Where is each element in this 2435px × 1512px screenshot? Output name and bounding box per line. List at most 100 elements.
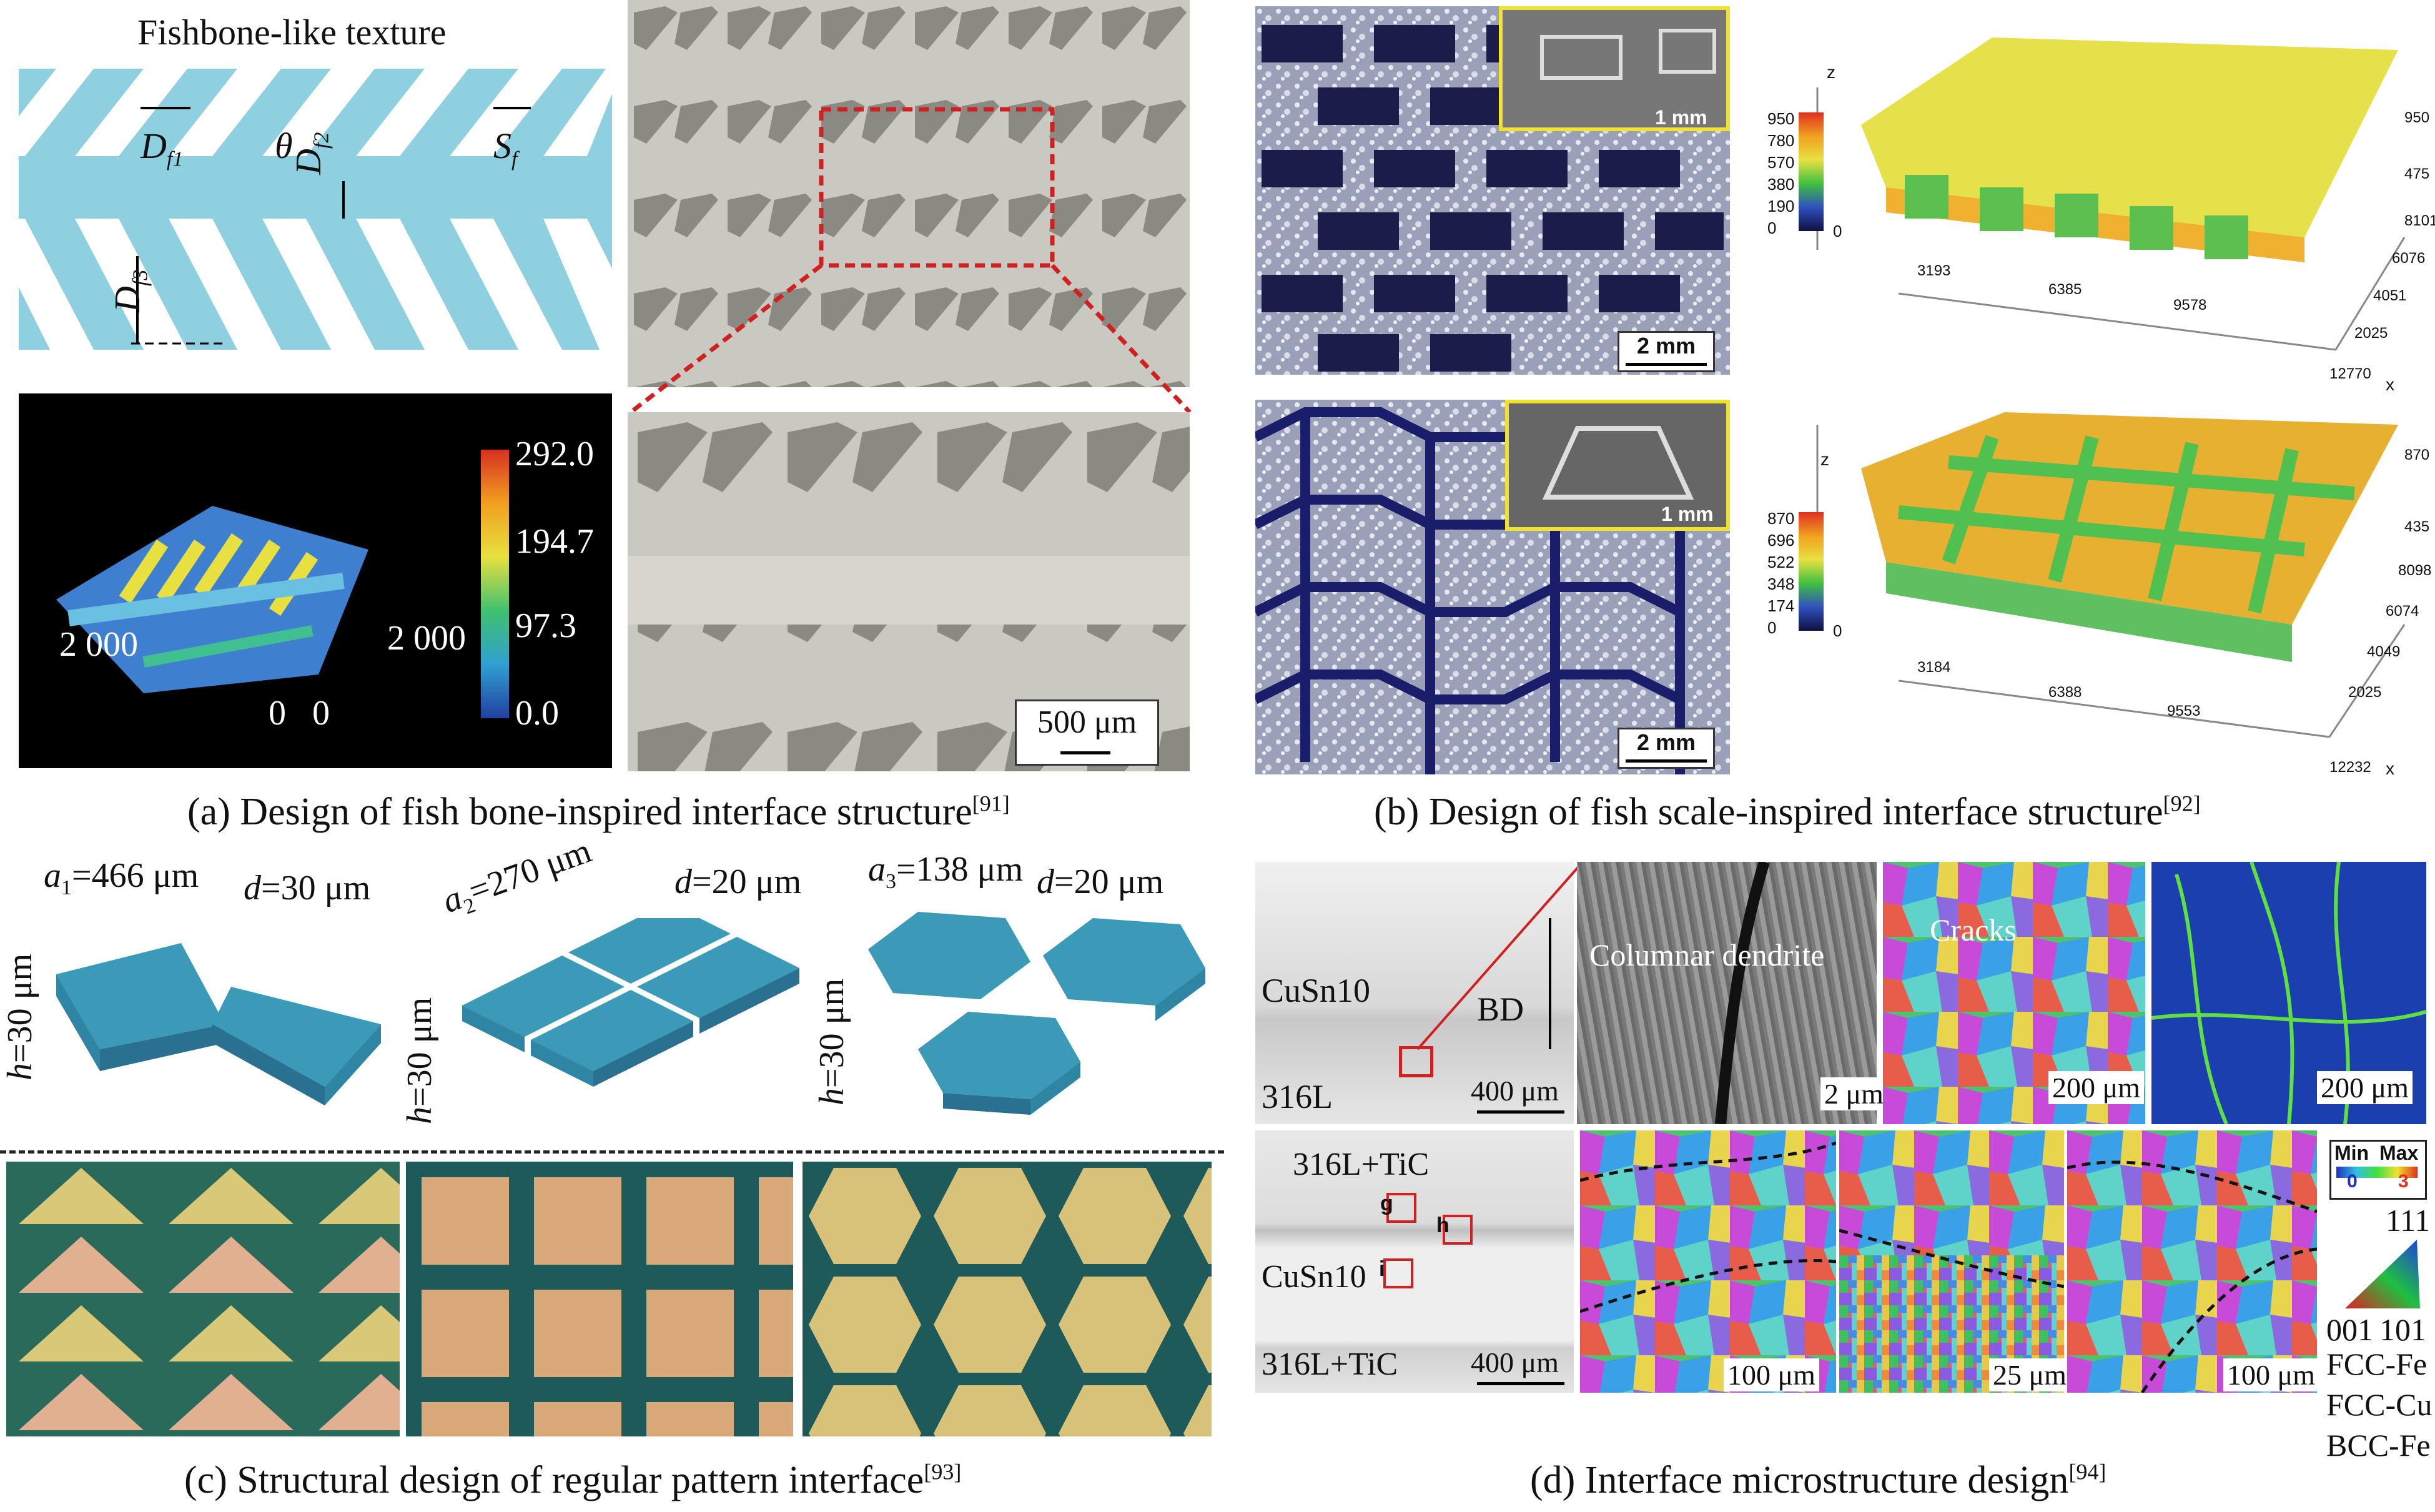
- om-bot-cusn10: CuSn10: [1262, 1259, 1366, 1295]
- dim-sf: Sf: [493, 126, 518, 171]
- axis-zero-2: 0: [312, 694, 330, 733]
- phase-bcc-fe: BCC-Fe: [2326, 1428, 2431, 1463]
- fishbone-schematic: [19, 69, 612, 350]
- cb-top-zero: 0: [1833, 222, 1842, 240]
- fishbone-3d-profile: 292.0 194.7 97.3 0.0 2 000 2 000 0 0: [19, 393, 612, 768]
- cb-tick-2: 194.7: [515, 522, 594, 561]
- ipf-101: 101: [2379, 1312, 2426, 1347]
- ebsd-h: [1839, 1130, 2064, 1393]
- cb-top-780: 780: [1767, 131, 1795, 150]
- kam-max: Max: [2379, 1142, 2419, 1164]
- om-bot-316ltic-2: 316L+TiC: [1262, 1346, 1398, 1382]
- zoom-lines: [629, 264, 1192, 414]
- top-ft-1: 3193: [1917, 262, 1951, 279]
- phase-fcc-fe: FCC-Fe: [2326, 1346, 2428, 1381]
- om-top-cusn10: CuSn10: [1262, 972, 1371, 1009]
- cb-bot-0: 0: [1767, 618, 1777, 637]
- kam-legend: [2329, 1140, 2427, 1200]
- block-hexagons: [868, 912, 1205, 1115]
- bot-rt-1: 870: [2404, 447, 2430, 463]
- top-rt-5: 4051: [2373, 287, 2407, 304]
- dim-df1: Df1: [141, 126, 184, 171]
- panel-a: Fishbone-like texture Df1 θ Sf Df2 Df3: [0, 0, 1218, 837]
- sem-bot-scale: 2 mm: [1618, 728, 1715, 769]
- caption-a: (a) Design of fish bone-inspired interfa…: [187, 791, 1010, 833]
- cb-bot-870: 870: [1767, 509, 1795, 528]
- cracks-label: Cracks: [1930, 912, 2017, 947]
- top-rt-4: 6076: [2392, 250, 2426, 267]
- dim-df2: Df2: [288, 132, 333, 175]
- dim-df3: Df3: [107, 269, 152, 312]
- cb-bot-174: 174: [1767, 596, 1795, 615]
- bd-label: BD: [1477, 991, 1524, 1028]
- om-bot: [1255, 1130, 1574, 1393]
- panel-b: 1 mm 2 mm 1 mm 2 mm: [1243, 0, 2435, 837]
- cb-bot-zero: 0: [1833, 621, 1842, 640]
- bot-rt-3: 8098: [2398, 562, 2432, 579]
- om-bot-316ltic-1: 316L+TiC: [1293, 1147, 1430, 1182]
- sq-a-label: a2=270 μm: [437, 831, 596, 921]
- om-zoom-line: [1416, 864, 1581, 1050]
- columnar-label: Columnar dendrite: [1589, 937, 1825, 972]
- top-ft-2: 6385: [2048, 281, 2082, 298]
- ipf-001: 001: [2326, 1312, 2373, 1347]
- bot-rt-4: 6074: [2386, 603, 2419, 620]
- z-top: z: [1827, 62, 1835, 82]
- x-top: x: [2386, 375, 2394, 394]
- ipf-triangle: [2345, 1240, 2420, 1308]
- cb-top-950: 950: [1767, 109, 1795, 128]
- hex-a-label: a3=138 μm: [868, 850, 1024, 894]
- top-rt-2: 475: [2404, 166, 2430, 182]
- cb-top-570: 570: [1767, 153, 1795, 172]
- tri-h-label: h=30 μm: [1, 953, 39, 1080]
- cb-top-190: 190: [1767, 197, 1795, 215]
- dim-theta: θ: [275, 126, 293, 166]
- sem-scale: 2 μm: [1820, 1077, 1887, 1110]
- caption-b: (b) Design of fish scale-inspired interf…: [1374, 791, 2201, 833]
- top-rt-3: 8101: [2404, 212, 2435, 229]
- bot-rt-5: 4049: [2367, 643, 2401, 660]
- top-rt-1: 950: [2404, 109, 2430, 126]
- bot-rt-2: 435: [2404, 518, 2430, 535]
- inset-bot-scale: 1 mm: [1661, 503, 1714, 525]
- block-squares: [462, 918, 799, 1087]
- scale-500um: 500 μm: [1015, 699, 1159, 766]
- kam-3: 3: [2398, 1171, 2409, 1192]
- axis-zero-1: 0: [269, 694, 286, 733]
- ebsd-g: [1580, 1130, 1836, 1393]
- cb-tick-4: 0.0: [515, 694, 559, 733]
- panel-c: a1=466 μm d=30 μm h=30 μm a2=270 μm d=20…: [0, 831, 1224, 1512]
- caption-c: (c) Structural design of regular pattern…: [184, 1459, 962, 1501]
- z-bot: z: [1820, 450, 1829, 469]
- axis-right: 2 000: [387, 619, 466, 658]
- om-top-scale: 400 μm: [1471, 1075, 1559, 1107]
- cb-bot-696: 696: [1767, 531, 1795, 550]
- micro-triangles: [6, 1162, 400, 1436]
- tri-a-label: a1=466 μm: [44, 856, 199, 900]
- ebsd-i-scale: 100 μm: [2223, 1358, 2319, 1391]
- cb-top: [1799, 112, 1824, 231]
- dashed-divider: [0, 1150, 1224, 1154]
- bd-arrow: [1549, 918, 1551, 1049]
- kam-min: Min: [2334, 1142, 2369, 1164]
- om-bot-scalebar: [1477, 1382, 1564, 1385]
- x-bot: x: [2386, 759, 2394, 778]
- kam-0: 0: [2347, 1171, 2358, 1192]
- cb-tick-1: 292.0: [515, 435, 594, 473]
- cb-top-0: 0: [1767, 219, 1777, 237]
- ipf-111: 111: [2386, 1203, 2431, 1238]
- kam-scale: 200 μm: [2317, 1071, 2413, 1104]
- bot-rt-7: 12232: [2329, 759, 2371, 776]
- caption-d: (d) Interface microstructure design[94]: [1530, 1459, 2107, 1501]
- sq-d-label: d=20 μm: [674, 862, 802, 901]
- profile-3d-bot: [1742, 400, 2429, 787]
- phase-fcc-cu: FCC-Cu: [2326, 1387, 2433, 1422]
- om-top: [1255, 862, 1574, 1124]
- box-g: g: [1380, 1192, 1393, 1215]
- panel-d: CuSn10 316L BD 400 μm Columnar dendrite …: [1243, 862, 2435, 1512]
- om-top-scalebar: [1477, 1110, 1564, 1114]
- sem-top-scale: 2 mm: [1618, 331, 1715, 372]
- fishbone-photo-top: [628, 0, 1190, 387]
- bot-ft-3: 9553: [2167, 703, 2201, 719]
- om-top-316l: 316L: [1262, 1078, 1333, 1115]
